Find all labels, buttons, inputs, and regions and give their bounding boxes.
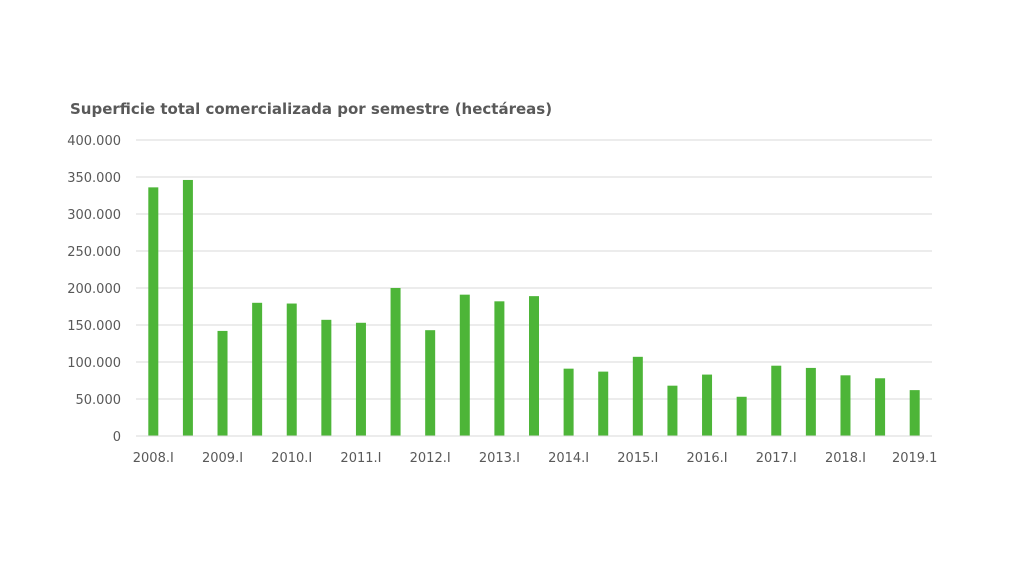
x-tick-label: 2011.I [340,451,381,466]
y-tick-label: 200.000 [67,282,121,297]
bar-2011.II [390,288,401,436]
bar-2014.I [563,368,574,436]
y-tick-label: 100.000 [67,356,121,371]
bar-2011.I [355,322,366,436]
bar-2015.II [667,385,678,436]
x-tick-label: 2018.I [825,451,866,466]
x-tick-label: 2010.I [271,451,312,466]
bar-2016.I [702,374,713,436]
y-tick-label: 250.000 [67,245,121,260]
bar-2013.I [494,301,505,436]
x-tick-label: 2019.1 [892,451,938,466]
x-tick-label: 2016.I [687,451,728,466]
y-tick-label: 50.000 [76,393,122,408]
bar-2016.II [736,396,747,436]
bar-2015.I [632,356,643,436]
bar-2017.II [805,367,816,436]
bar-2012.I [425,330,436,436]
x-tick-label: 2008.I [133,451,174,466]
bar-2010.I [286,303,297,436]
y-axis-labels: 0 50.000 100.000 150.000 200.000 250.000 300.0… [67,134,121,445]
bar-2010.II [321,319,332,436]
bar-2018.I [840,375,851,436]
y-tick-label: 150.000 [67,319,121,334]
x-axis-labels: 2008.I 2009.I 2010.I 2011.I 2012.I 2013.I 2014… [133,451,938,466]
bar-2013.II [529,296,539,436]
y-tick-label: 400.000 [67,134,121,149]
bar-2018.II [875,378,886,436]
bar-2009.II [252,302,263,436]
bar-2009.I [217,330,228,436]
chart-title: Superficie total comercializada por seme… [70,100,553,118]
bars [148,179,920,436]
y-tick-label: 300.000 [67,208,121,223]
bar-2019.1 [909,390,920,436]
bar-2012.II [459,294,470,436]
x-tick-label: 2009.I [202,451,243,466]
y-tick-label: 350.000 [67,171,121,186]
y-tick-label: 0 [113,430,121,445]
x-tick-label: 2015.I [617,451,658,466]
bar-2017.I [771,365,782,436]
x-tick-label: 2014.I [548,451,589,466]
bar-2008.II [182,179,193,436]
x-tick-label: 2012.I [410,451,451,466]
x-tick-label: 2013.I [479,451,520,466]
bar-2014.II [598,371,609,436]
x-tick-label: 2017.I [756,451,797,466]
bar-2008.I [148,187,159,436]
